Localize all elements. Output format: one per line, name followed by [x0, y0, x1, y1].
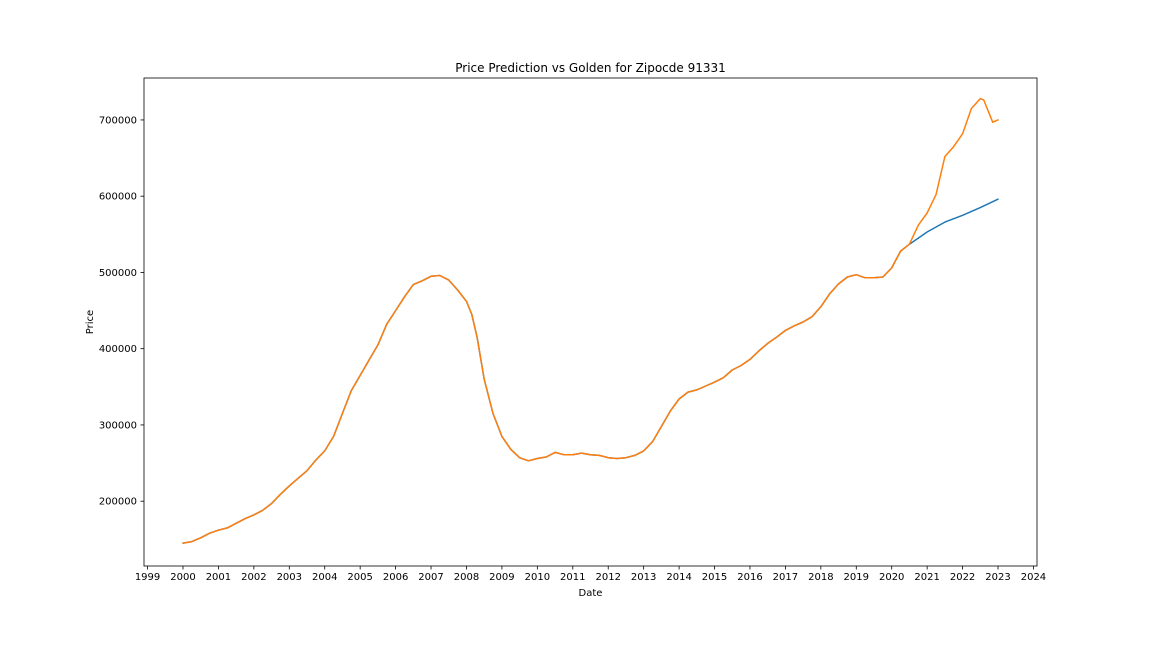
- y-tick-label: 400000: [99, 344, 137, 355]
- x-tick-label: 2008: [454, 572, 479, 583]
- x-tick-label: 2006: [383, 572, 408, 583]
- x-tick-label: 2000: [170, 572, 195, 583]
- y-axis: 200000 300000 400000 500000 600000 700000: [99, 115, 144, 508]
- x-tick-label: 2014: [666, 572, 691, 583]
- series-line-1: [182, 97, 999, 544]
- x-tick-label: 2013: [631, 572, 656, 583]
- x-axis: 1999 2000 2001 2002 2003 2004 2005 2006 2007 2008…: [135, 566, 1046, 583]
- x-tick-label: 2002: [241, 572, 266, 583]
- x-axis-label: Date: [579, 588, 603, 599]
- chart-title: Price Prediction vs Golden for Zipocde 9…: [455, 61, 726, 75]
- y-axis-label: Price: [85, 310, 96, 334]
- x-tick-label: 2022: [950, 572, 975, 583]
- x-tick-label: 2020: [879, 572, 904, 583]
- series-layer: [182, 97, 999, 544]
- x-tick-label: 2024: [1021, 572, 1046, 583]
- x-tick-label: 2004: [312, 572, 337, 583]
- x-tick-label: 1999: [135, 572, 160, 583]
- x-tick-label: 2003: [277, 572, 302, 583]
- y-tick-label: 600000: [99, 192, 137, 203]
- y-tick-label: 200000: [99, 497, 137, 508]
- x-tick-label: 2015: [702, 572, 727, 583]
- x-tick-label: 2001: [206, 572, 231, 583]
- x-tick-label: 2012: [595, 572, 620, 583]
- x-tick-label: 2019: [844, 572, 869, 583]
- x-tick-label: 2011: [560, 572, 585, 583]
- y-tick-label: 500000: [99, 268, 137, 279]
- x-tick-label: 2016: [737, 572, 762, 583]
- x-tick-label: 2007: [418, 572, 443, 583]
- x-tick-label: 2010: [525, 572, 550, 583]
- x-tick-label: 2017: [773, 572, 798, 583]
- x-tick-label: 2009: [489, 572, 514, 583]
- y-tick-label: 300000: [99, 420, 137, 431]
- x-tick-label: 2018: [808, 572, 833, 583]
- plot-frame: [143, 77, 1038, 567]
- x-tick-label: 2021: [914, 572, 939, 583]
- y-tick-label: 700000: [99, 115, 137, 126]
- x-tick-label: 2023: [985, 572, 1010, 583]
- x-tick-label: 2005: [347, 572, 372, 583]
